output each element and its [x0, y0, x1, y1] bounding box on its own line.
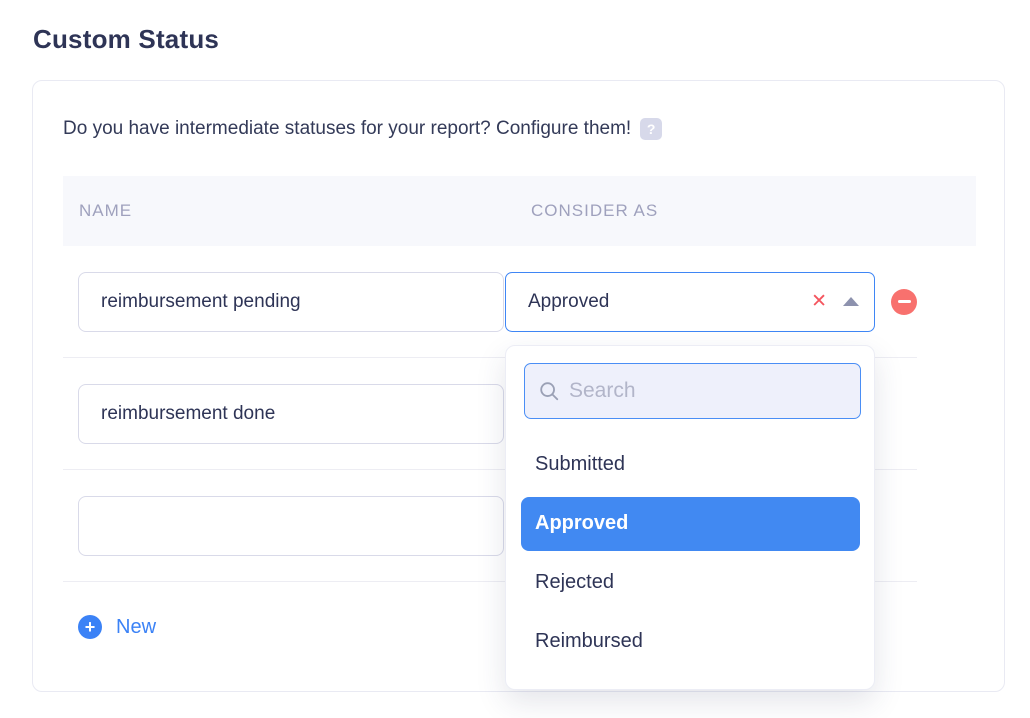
- consider-as-cell: Approved ✕ Submitted Appr: [505, 271, 875, 690]
- column-header-consider-as: CONSIDER AS: [531, 201, 659, 220]
- help-icon[interactable]: ?: [640, 118, 663, 140]
- minus-icon: [897, 300, 911, 303]
- dropdown-options: Submitted Approved Rejected Reimbursed: [506, 419, 874, 669]
- status-row-3: [63, 470, 917, 582]
- consider-as-select-1[interactable]: Approved ✕: [505, 271, 875, 332]
- name-cell: [63, 383, 533, 444]
- custom-status-card: Do you have intermediate statuses for yo…: [32, 80, 1005, 692]
- clear-selection-icon[interactable]: ✕: [811, 291, 827, 312]
- chevron-up-icon[interactable]: [843, 297, 859, 306]
- status-name-input-3[interactable]: [78, 495, 504, 556]
- column-header-name: NAME: [79, 201, 133, 220]
- consider-as-dropdown: Submitted Approved Rejected Reimbursed: [505, 344, 875, 690]
- intro-text: Do you have intermediate statuses for yo…: [63, 118, 632, 139]
- option-approved[interactable]: Approved: [521, 496, 860, 551]
- plus-icon: +: [78, 615, 102, 639]
- intro-row: Do you have intermediate statuses for yo…: [63, 118, 974, 140]
- search-icon: [540, 381, 559, 400]
- selected-value: Approved: [528, 290, 610, 312]
- option-reimbursed[interactable]: Reimbursed: [535, 630, 643, 652]
- page-title: Custom Status: [33, 24, 220, 54]
- status-name-input-2[interactable]: [78, 383, 504, 444]
- new-button-label: New: [116, 615, 157, 638]
- dropdown-search-box: [524, 362, 861, 419]
- status-row-1: Approved ✕ Submitted Appr: [63, 246, 917, 690]
- option-submitted[interactable]: Submitted: [535, 453, 626, 475]
- option-rejected[interactable]: Rejected: [535, 571, 614, 593]
- status-name-input-1[interactable]: [78, 271, 504, 332]
- consider-as-select-wrap: Approved ✕ Submitted Appr: [505, 271, 875, 690]
- dropdown-search-input[interactable]: [569, 378, 848, 403]
- name-cell: [63, 271, 505, 332]
- status-row-2: [63, 358, 917, 470]
- remove-row-button[interactable]: [891, 288, 917, 315]
- add-new-status-button[interactable]: + New: [63, 582, 974, 672]
- row-actions: [875, 288, 917, 315]
- table-header: NAME CONSIDER AS: [63, 176, 976, 246]
- name-cell: [63, 495, 533, 556]
